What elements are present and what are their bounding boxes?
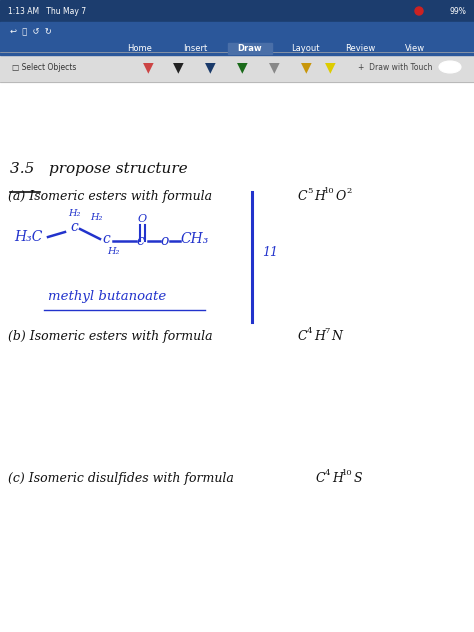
Text: ▼: ▼	[237, 60, 247, 74]
Text: ▼: ▼	[205, 60, 215, 74]
Text: H₂: H₂	[107, 246, 119, 255]
Text: (c) Isomeric disulfides with formula: (c) Isomeric disulfides with formula	[8, 472, 234, 485]
Text: ▼: ▼	[269, 60, 279, 74]
Text: C: C	[298, 330, 308, 343]
Text: 3.5   propose structure: 3.5 propose structure	[10, 162, 188, 176]
Text: C: C	[316, 472, 326, 485]
Text: Home: Home	[128, 44, 153, 52]
Text: ▼: ▼	[143, 60, 153, 74]
Text: 4: 4	[325, 469, 330, 477]
Text: Layout: Layout	[291, 44, 319, 52]
Text: 10: 10	[342, 469, 353, 477]
Text: o: o	[160, 234, 168, 248]
Text: 4: 4	[307, 327, 312, 335]
Text: c: c	[102, 232, 110, 246]
Text: H: H	[314, 190, 325, 203]
Text: S: S	[354, 472, 363, 485]
Text: 1:13 AM   Thu May 7: 1:13 AM Thu May 7	[8, 6, 86, 16]
Text: 11: 11	[262, 245, 278, 258]
Text: N: N	[331, 330, 342, 343]
Bar	[0, 42, 474, 55]
Text: H: H	[332, 472, 343, 485]
Text: 99%: 99%	[449, 6, 466, 16]
Text: ▼: ▼	[301, 60, 311, 74]
Text: O: O	[336, 190, 346, 203]
Bar	[0, 52, 474, 82]
Text: c: c	[136, 234, 144, 248]
Bar	[0, 0, 474, 22]
Text: ▼: ▼	[173, 60, 183, 74]
Ellipse shape	[439, 61, 461, 73]
Text: Review: Review	[345, 44, 375, 52]
Text: ▼: ▼	[325, 60, 335, 74]
Text: C: C	[298, 190, 308, 203]
Text: 2: 2	[346, 187, 351, 195]
Text: 5: 5	[307, 187, 312, 195]
Bar	[228, 42, 272, 54]
Bar	[0, 82, 474, 632]
Text: c: c	[70, 220, 78, 234]
Text: +  Draw with Touch: + Draw with Touch	[358, 63, 432, 71]
Text: H₂: H₂	[68, 209, 81, 217]
Text: Insert: Insert	[183, 44, 207, 52]
Text: methyl butanoate: methyl butanoate	[48, 290, 166, 303]
Text: H: H	[314, 330, 325, 343]
Text: □ Select Objects: □ Select Objects	[12, 63, 76, 71]
Text: (b) Isomeric esters with formula: (b) Isomeric esters with formula	[8, 330, 213, 343]
Text: 7: 7	[324, 327, 329, 335]
Text: Draw: Draw	[237, 44, 262, 52]
Text: View: View	[405, 44, 425, 52]
Text: (a) Isomeric esters with formula: (a) Isomeric esters with formula	[8, 190, 212, 203]
Text: ↩  ⎘  ↺  ↻: ↩ ⎘ ↺ ↻	[10, 27, 52, 36]
Text: CH₃: CH₃	[180, 232, 209, 246]
Text: O: O	[138, 214, 147, 224]
Circle shape	[415, 7, 423, 15]
Text: H₃C: H₃C	[14, 230, 42, 244]
Bar	[0, 22, 474, 42]
Text: 10: 10	[324, 187, 335, 195]
Text: H₂: H₂	[90, 212, 102, 221]
